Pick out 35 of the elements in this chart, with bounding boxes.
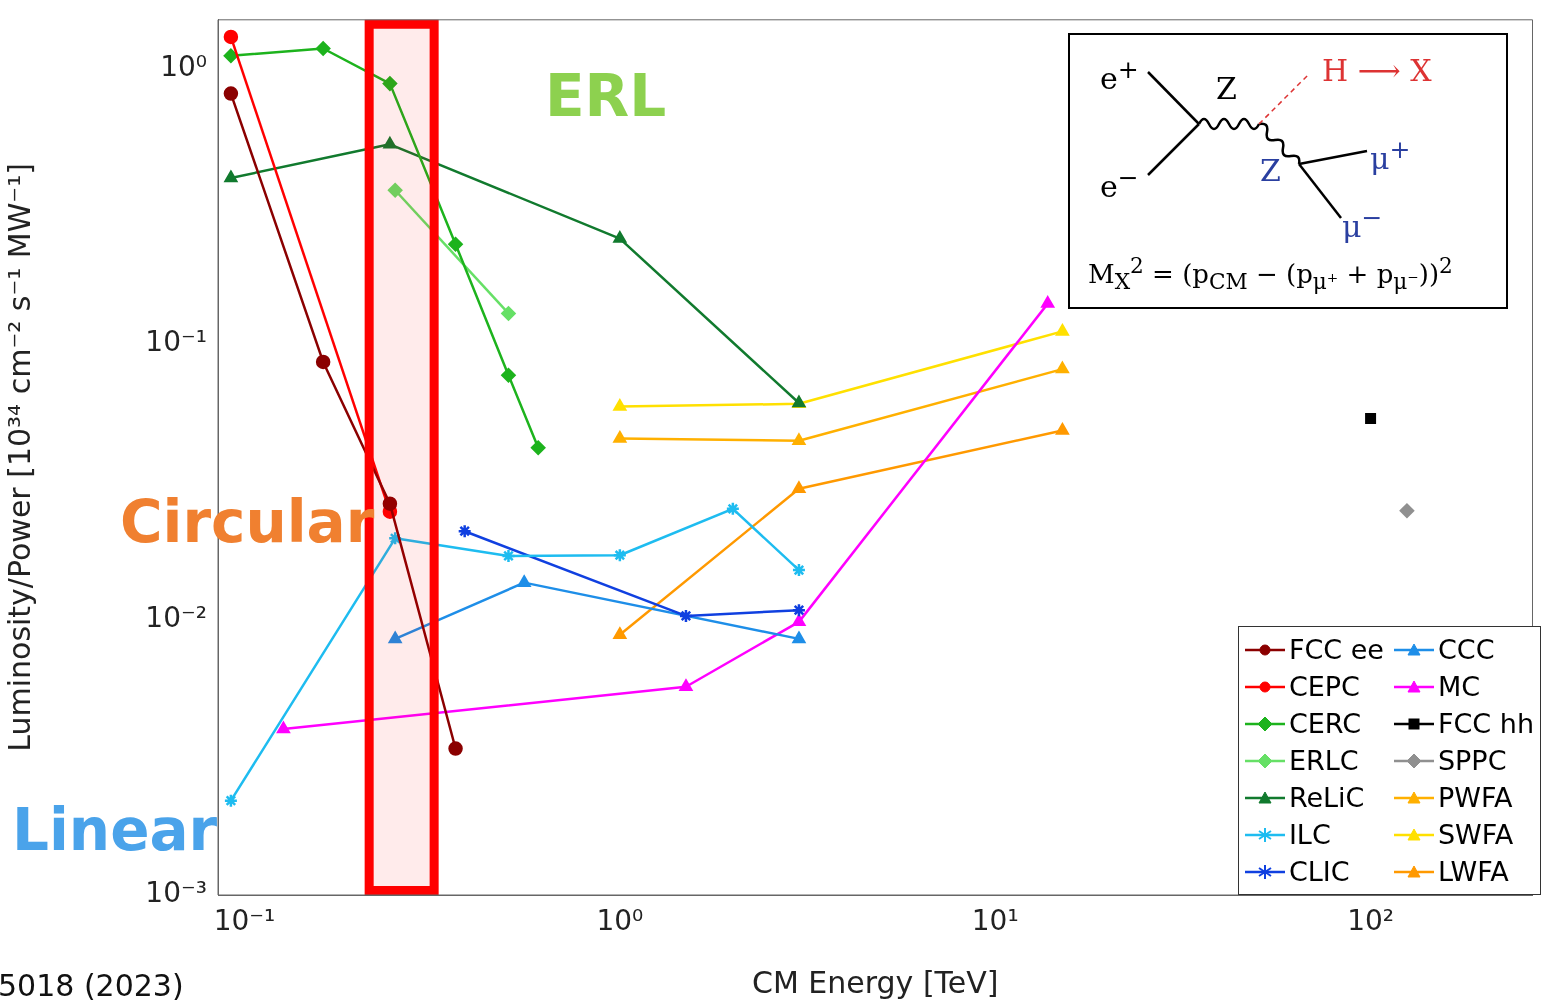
legend-label: LWFA [1437,856,1509,887]
annotation: H ⟶ X [1322,53,1432,88]
x-tick-label: 10¹ [971,904,1019,938]
annotation: Z [1216,71,1237,106]
annotation: e$^{+}$ [1100,55,1139,96]
legend-label: CEPC [1288,671,1360,702]
legend-label: MC [1437,671,1481,702]
text: Linear [12,796,218,864]
legend-label: CCC [1437,634,1495,665]
legend-label: SPPC [1437,745,1507,776]
annotation: μ$^{+}$ [1370,135,1411,176]
y-tick-label: 10⁻³ [145,876,207,910]
y-axis-title: Luminosity/Power [10³⁴ cm⁻² s⁻¹ MW⁻¹] [1,163,37,752]
y-tick-label: 10⁻¹ [145,325,207,359]
y-tick-label: 10⁻² [145,600,207,634]
y-tick-label: 10⁰ [160,49,207,83]
text: 5018 (2023) [0,968,184,1003]
legend-label: CERC [1288,708,1362,739]
legend-label: SWFA [1437,819,1514,850]
legend-label: ReLiC [1288,782,1365,813]
annotation: Z [1260,153,1281,188]
annotation: μ$^{−}$ [1342,203,1383,244]
x-axis-title: CM Energy [TeV] [751,964,999,1000]
legend-label: CLIC [1288,856,1350,887]
x-tick-label: 10⁰ [596,904,644,938]
legend-label: PWFA [1437,782,1513,813]
annotation: ERL [545,62,667,130]
legend-label: ILC [1288,819,1331,850]
legend-label: FCC hh [1437,708,1534,739]
annotation: e$^{−}$ [1100,163,1139,204]
x-tick-label: 10² [1347,904,1395,938]
text: M$_{X}$$^{2}$ = (p$_{CM}$ − (p$_{μ⁺}$ + p$_{μ⁻}$))$^{2}$ [1088,253,1453,294]
legend-label: FCC ee [1288,634,1384,665]
x-tick-label: 10⁻¹ [213,904,276,938]
legend-label: ERLC [1288,745,1359,776]
